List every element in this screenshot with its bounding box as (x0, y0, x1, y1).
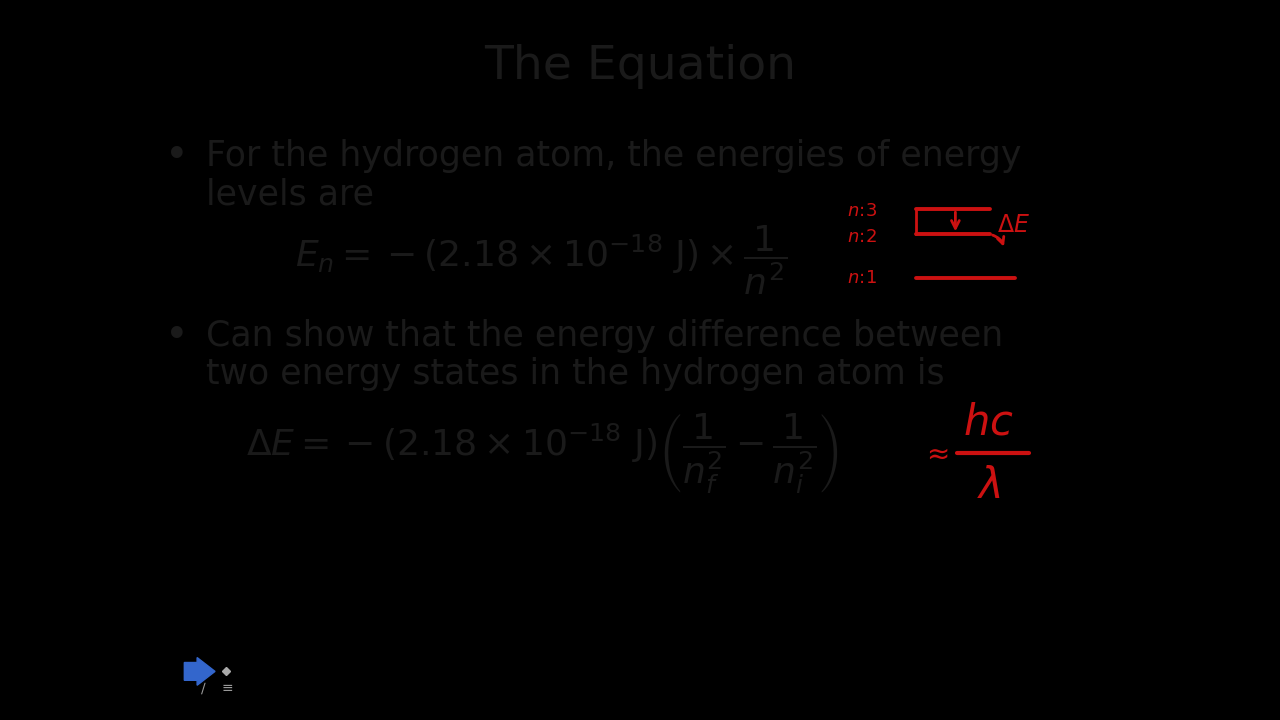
Text: •: • (165, 136, 188, 176)
Text: •: • (165, 316, 188, 356)
Text: $E_n = -(2.18\times10^{-18}\ \mathrm{J})\times\dfrac{1}{n^2}$: $E_n = -(2.18\times10^{-18}\ \mathrm{J})… (296, 223, 787, 297)
Text: $n\!:\!2$: $n\!:\!2$ (847, 228, 877, 246)
Text: $\lambda$: $\lambda$ (977, 465, 1001, 507)
Text: two energy states in the hydrogen atom is: two energy states in the hydrogen atom i… (206, 357, 945, 391)
Text: $\Delta E$: $\Delta E$ (997, 213, 1030, 237)
FancyArrow shape (184, 657, 215, 685)
Text: $n\!:\!3$: $n\!:\!3$ (847, 202, 878, 220)
Text: Can show that the energy difference between: Can show that the energy difference betw… (206, 319, 1004, 353)
Text: $n\!:\!1$: $n\!:\!1$ (847, 269, 877, 287)
Text: ∕: ∕ (201, 681, 206, 696)
Text: levels are: levels are (206, 177, 374, 211)
Text: ≡: ≡ (221, 681, 233, 696)
Text: The Equation: The Equation (484, 44, 796, 89)
Text: $\Delta E = -(2.18\times10^{-18}\ \mathrm{J})\left(\dfrac{1}{n_f^2}-\dfrac{1}{n_: $\Delta E = -(2.18\times10^{-18}\ \mathr… (246, 411, 838, 495)
Text: For the hydrogen atom, the energies of energy: For the hydrogen atom, the energies of e… (206, 139, 1021, 173)
Text: $hc$: $hc$ (964, 401, 1014, 444)
Text: $\approx$: $\approx$ (920, 439, 948, 467)
